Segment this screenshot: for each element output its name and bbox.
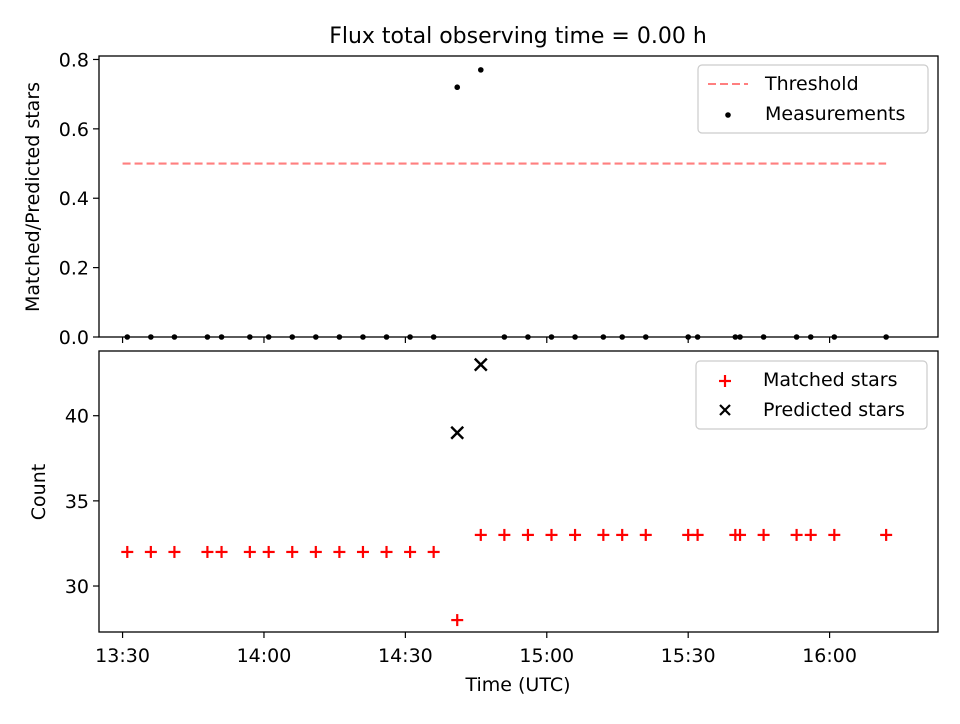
x-tick-label: 15:00 bbox=[519, 645, 574, 667]
matched-star-point bbox=[356, 545, 369, 558]
legend-measurements-swatch bbox=[725, 112, 731, 118]
top-y-tick-label: 0.8 bbox=[59, 49, 89, 71]
top-y-ticks: 0.0 0.2 0.4 0.6 0.8 bbox=[59, 49, 99, 349]
bottom-y-tick-label: 40 bbox=[65, 406, 89, 428]
count-points bbox=[121, 357, 893, 627]
matched-star-point bbox=[243, 545, 256, 558]
matched-star-point bbox=[262, 545, 275, 558]
matched-star-point bbox=[521, 528, 534, 541]
top-y-tick-label: 0.4 bbox=[59, 188, 89, 210]
matched-star-point bbox=[451, 614, 464, 627]
top-y-axis-label: Matched/Predicted stars bbox=[22, 82, 44, 312]
matched-star-point bbox=[880, 528, 893, 541]
matched-star-point bbox=[691, 528, 704, 541]
bottom-legend: Matched stars Predicted stars bbox=[695, 360, 928, 430]
top-x-ticks bbox=[121, 337, 831, 343]
matched-star-point bbox=[286, 545, 299, 558]
bottom-legend-box bbox=[695, 360, 928, 430]
x-tick-label: 14:00 bbox=[237, 645, 292, 667]
top-legend: Threshold Measurements bbox=[697, 64, 929, 134]
legend-predicted-swatch bbox=[719, 404, 731, 416]
predicted-star-point bbox=[473, 357, 488, 372]
bottom-plot-frame bbox=[98, 350, 939, 633]
chart-title: Flux total observing time = 0.00 h bbox=[329, 24, 707, 49]
legend-threshold-label: Threshold bbox=[764, 73, 859, 95]
matched-star-point bbox=[790, 528, 803, 541]
top-y-tick-label: 0.0 bbox=[59, 327, 89, 349]
matched-star-point bbox=[215, 545, 228, 558]
matched-star-point bbox=[121, 545, 134, 558]
matched-star-point bbox=[757, 528, 770, 541]
legend-matched-label: Matched stars bbox=[763, 369, 897, 391]
measurement-point bbox=[477, 67, 484, 73]
top-panel: Flux total observing time = 0.00 h Match… bbox=[22, 24, 939, 349]
bottom-x-ticks: 13:30 14:00 14:30 15:00 15:30 16:00 bbox=[95, 632, 857, 667]
top-legend-box bbox=[697, 64, 929, 134]
bottom-y-tick-label: 35 bbox=[65, 491, 89, 513]
matched-star-point bbox=[545, 528, 558, 541]
x-tick-label: 16:00 bbox=[802, 645, 857, 667]
matched-star-point bbox=[828, 528, 841, 541]
matched-star-point bbox=[498, 528, 511, 541]
matched-star-point bbox=[804, 528, 817, 541]
matched-star-point bbox=[639, 528, 652, 541]
top-y-tick-label: 0.2 bbox=[59, 258, 89, 280]
matched-star-point bbox=[201, 545, 214, 558]
bottom-y-tick-label: 30 bbox=[65, 576, 89, 598]
matched-star-point bbox=[380, 545, 393, 558]
matched-star-point bbox=[569, 528, 582, 541]
legend-predicted-label: Predicted stars bbox=[763, 399, 905, 421]
top-y-tick-label: 0.6 bbox=[59, 119, 89, 141]
matched-star-point bbox=[333, 545, 346, 558]
legend-matched-swatch bbox=[719, 375, 731, 387]
legend-measurements-label: Measurements bbox=[765, 103, 905, 125]
bottom-y-axis-label: Count bbox=[28, 464, 50, 520]
x-tick-label: 13:30 bbox=[95, 645, 150, 667]
matched-star-point bbox=[309, 545, 322, 558]
x-tick-label: 15:30 bbox=[661, 645, 716, 667]
matched-star-point bbox=[474, 528, 487, 541]
matched-star-point bbox=[616, 528, 629, 541]
measurement-point bbox=[454, 84, 461, 91]
matched-star-point bbox=[597, 528, 610, 541]
x-axis-label: Time (UTC) bbox=[464, 674, 570, 696]
matched-star-point bbox=[144, 545, 157, 558]
matched-star-point bbox=[168, 545, 181, 558]
x-tick-label: 14:30 bbox=[378, 645, 433, 667]
bottom-y-ticks: 30 35 40 bbox=[65, 406, 99, 598]
predicted-star-point bbox=[450, 425, 465, 440]
top-plot-frame bbox=[98, 55, 939, 338]
matched-star-point bbox=[427, 545, 440, 558]
matched-star-point bbox=[734, 528, 747, 541]
matched-star-point bbox=[404, 545, 417, 558]
